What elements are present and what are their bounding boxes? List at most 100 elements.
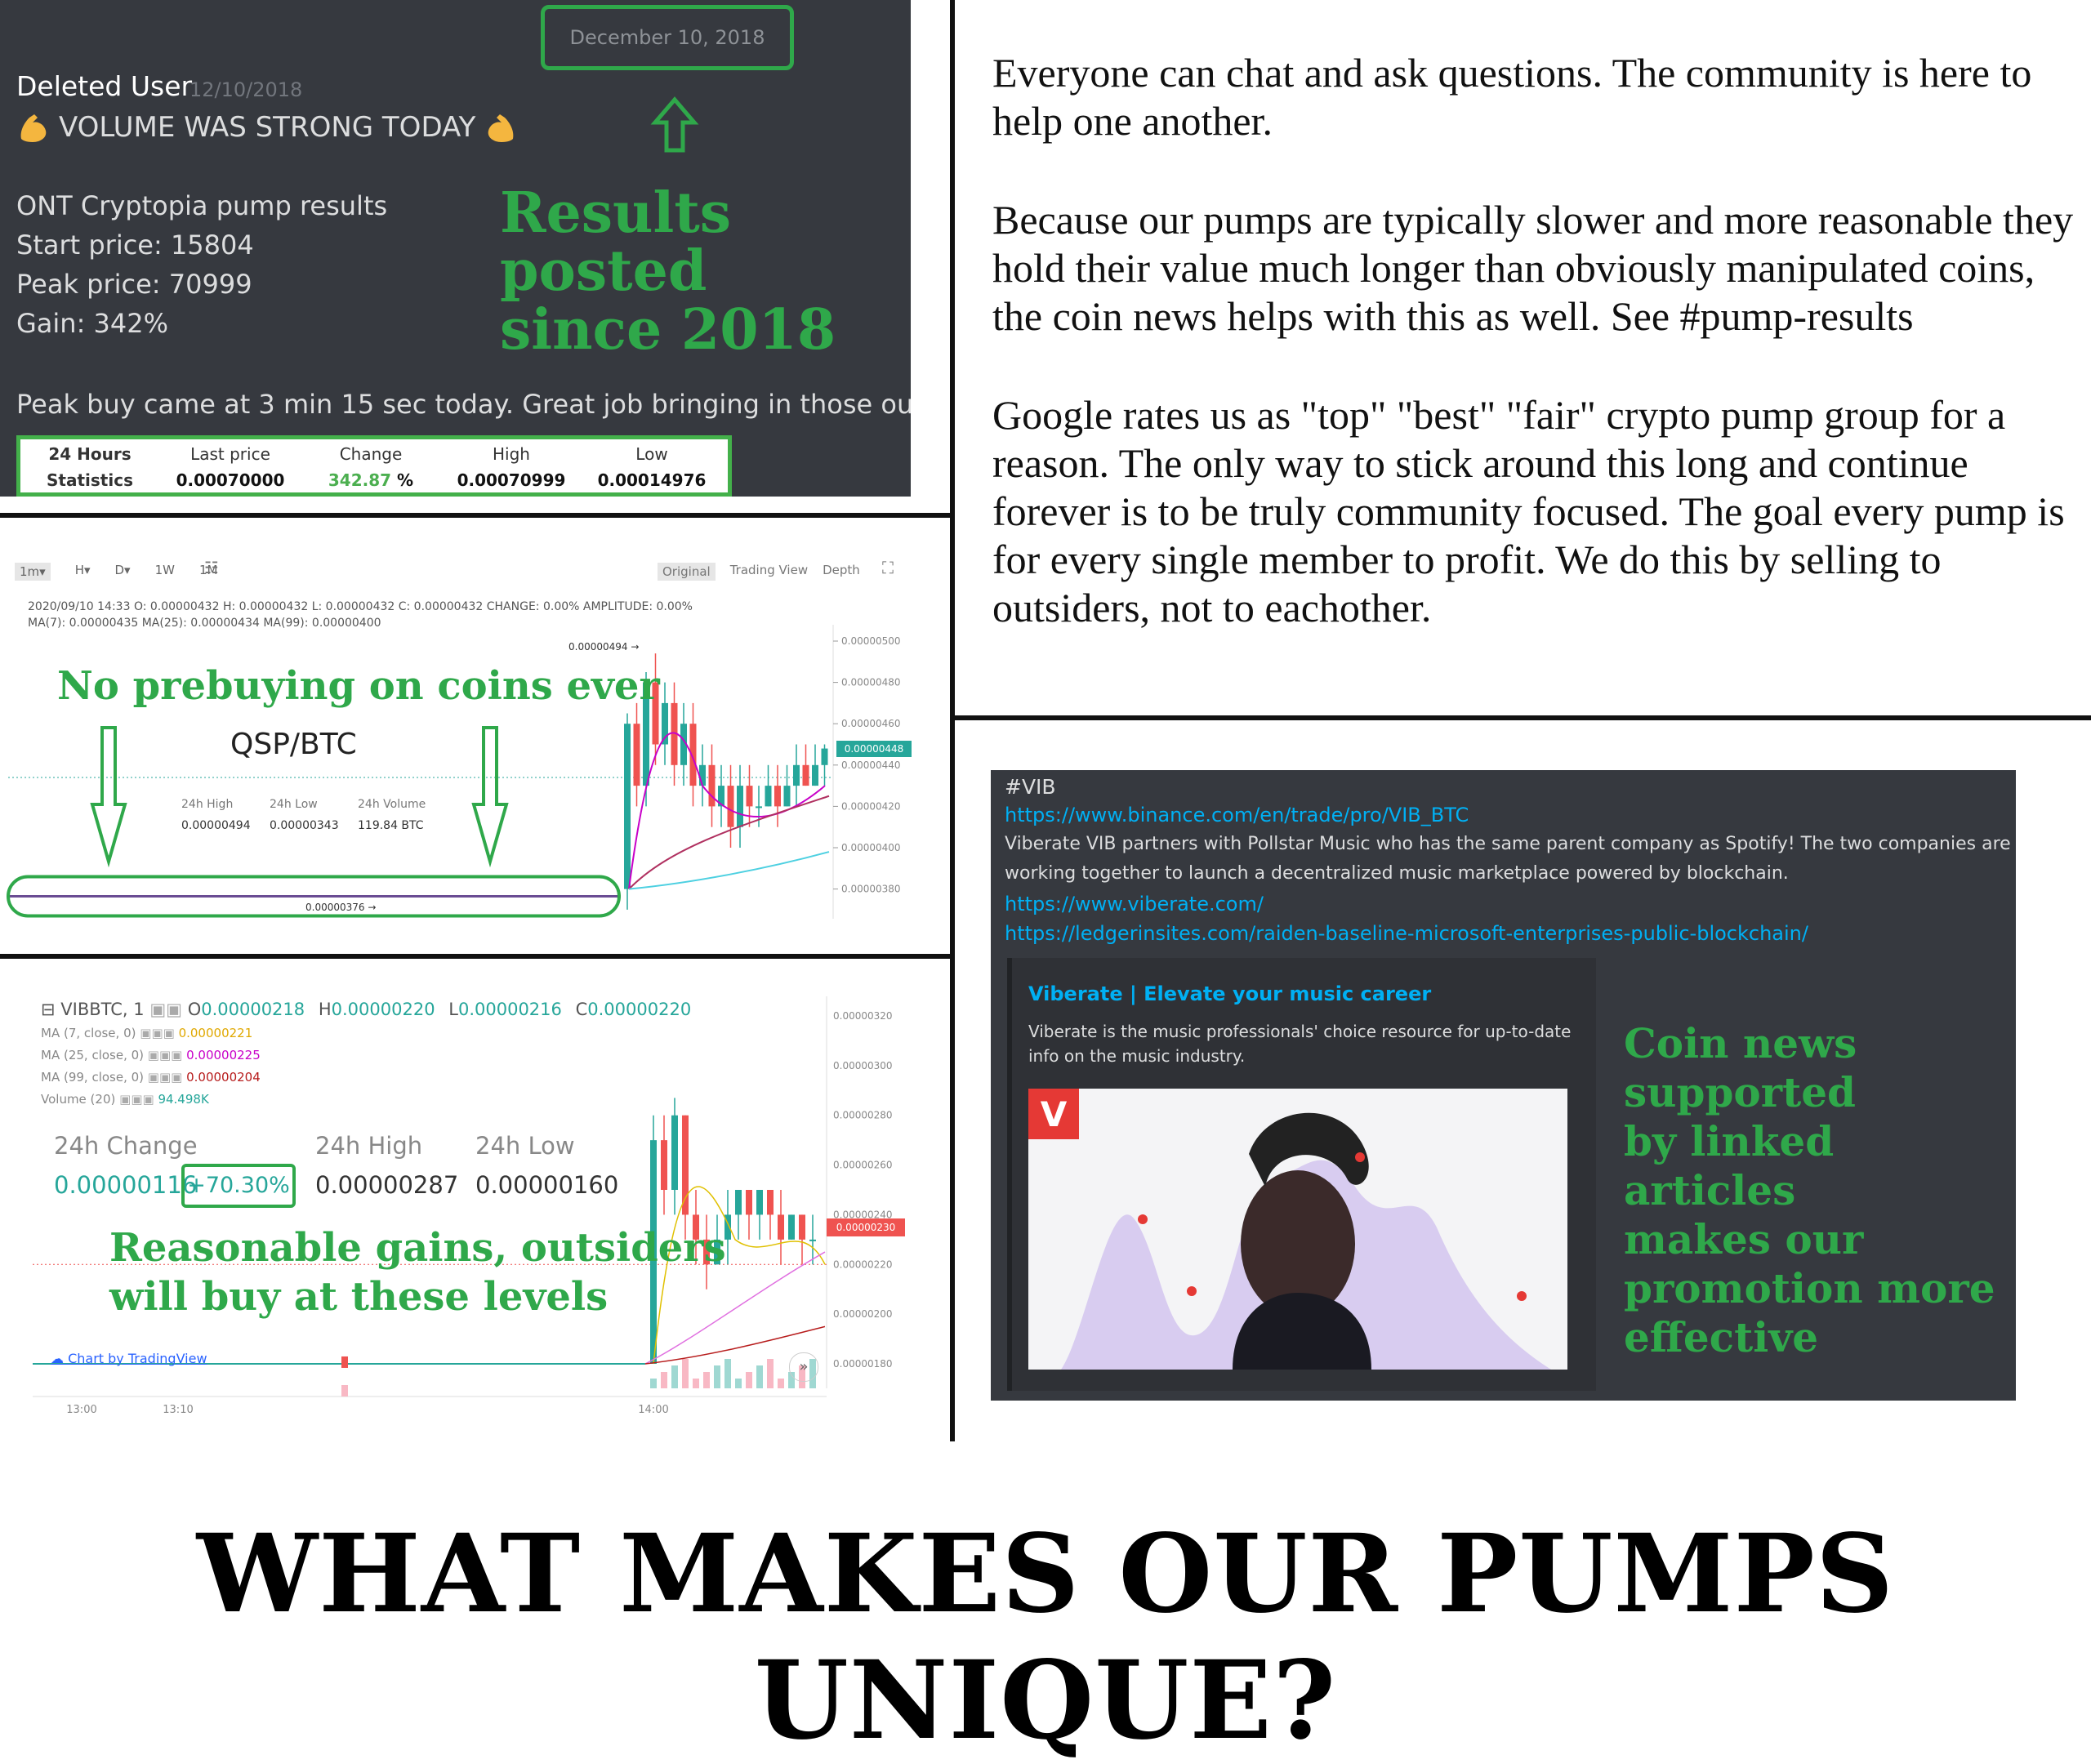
- candle-body: [802, 764, 809, 786]
- flexed-biceps-icon: [482, 109, 518, 145]
- tradingview-credit[interactable]: ☁ Chart by TradingView: [51, 1351, 207, 1366]
- candle-body: [765, 786, 772, 807]
- low-value: 0.00014976: [597, 470, 707, 490]
- news-body-line: working together to launch a decentraliz…: [1005, 863, 1789, 884]
- y-tick-label: 0.00000200: [833, 1308, 893, 1320]
- symbol-label: VIBBTC, 1: [60, 1000, 145, 1019]
- caption-prebuy: No prebuying on coins ever: [57, 663, 660, 709]
- candle-body: [624, 724, 631, 889]
- vib-symbol-row: ⊟ VIBBTC, 1 ▣▣ O0.00000218 H0.00000220 L…: [41, 1000, 691, 1019]
- y-tick-label: 0.00000460: [841, 718, 901, 729]
- volume-bar: [735, 1379, 742, 1388]
- candle-body: [671, 702, 678, 765]
- last-price-col: Last price 0.00070000: [161, 444, 300, 490]
- caption-line: makes our: [1624, 1215, 1864, 1263]
- prebuy-highlight-oval: [7, 875, 621, 918]
- caption-line: promotion more: [1624, 1264, 1995, 1312]
- candle-body: [778, 1214, 784, 1240]
- last-price-value: 0.00070000: [176, 470, 285, 490]
- divider: [950, 0, 955, 1441]
- ledgerinsites-link[interactable]: https://ledgerinsites.com/raiden-baselin…: [1005, 922, 1808, 945]
- y-tick-label: 0.00000280: [833, 1110, 893, 1121]
- volume-bar: [671, 1365, 678, 1388]
- fullscreen-icon[interactable]: ⛶: [882, 558, 894, 577]
- y-tick-label: 0.00000500: [841, 635, 901, 647]
- stats-label: Statistics: [47, 470, 133, 490]
- message-line: VOLUME WAS STRONG TODAY: [16, 109, 518, 145]
- high-value: 0.00000287: [315, 1171, 459, 1199]
- candle-body: [746, 786, 753, 807]
- timeframe-4[interactable]: 1M: [198, 563, 218, 577]
- candle-body: [680, 724, 687, 765]
- volume-bar: [756, 1365, 763, 1388]
- caption-line: effective: [1624, 1313, 1819, 1361]
- volume-bar: [746, 1372, 752, 1388]
- candle-body: [793, 764, 800, 786]
- low-marker: 0.00000376 →: [305, 902, 377, 913]
- candle-body: [746, 1190, 752, 1215]
- timeframe-0[interactable]: 1m▾: [15, 563, 51, 581]
- h24-volume-label: 24h Volume: [358, 798, 426, 811]
- view-tab-1[interactable]: Trading View: [729, 563, 809, 577]
- ma99-line: [628, 851, 830, 890]
- view-tab-2[interactable]: Depth: [823, 563, 860, 577]
- ma-readout: MA(7): 0.00000435 MA(25): 0.00000434 MA(…: [28, 617, 381, 630]
- candle-body: [783, 786, 791, 807]
- embed-title[interactable]: Viberate | Elevate your music career: [1028, 982, 1432, 1005]
- down-arrow-icon: [471, 726, 509, 868]
- l-value: 0.00000216: [457, 1000, 562, 1019]
- embed-image[interactable]: V: [1028, 1089, 1567, 1370]
- timeframe-1[interactable]: H▾: [74, 563, 91, 577]
- peak-note: Peak buy came at 3 min 15 sec today. Gre…: [16, 389, 911, 420]
- candle-body: [682, 1115, 689, 1215]
- high-label: High: [493, 444, 530, 464]
- timeframe-bar: 1m▾ H▾ D▾ 1W 1M: [15, 563, 217, 581]
- link-embed[interactable]: Viberate | Elevate your music career Vib…: [1007, 958, 1596, 1391]
- ma25-row: MA (25, close, 0) ▣▣▣ 0.00000225: [41, 1048, 261, 1062]
- volume-bar: [778, 1379, 784, 1388]
- candle-body: [652, 682, 659, 745]
- candle-body: [788, 1214, 795, 1240]
- candle-body: [650, 1140, 657, 1364]
- username[interactable]: Deleted User: [16, 70, 193, 102]
- pair-label: QSP/BTC: [230, 728, 357, 761]
- ma25-line: [644, 1251, 826, 1365]
- change-value: 0.00000116: [54, 1171, 198, 1199]
- paragraph: Because our pumps are typically slower a…: [992, 197, 2074, 339]
- y-tick-label: 0.00000260: [833, 1160, 893, 1171]
- settings-icon[interactable]: ▣▣: [149, 1000, 188, 1019]
- timeframe-2[interactable]: D▾: [114, 563, 131, 577]
- caption-line: since 2018: [500, 296, 836, 363]
- viberate-logo-letter: V: [1041, 1094, 1068, 1134]
- volume-row: Volume (20) ▣▣▣ 94.498K: [41, 1092, 209, 1107]
- candle-body: [727, 786, 734, 827]
- collapse-icon[interactable]: ⊟: [41, 1000, 61, 1019]
- results-title: ONT Cryptopia pump results: [16, 190, 388, 221]
- settings-icon[interactable]: ☷: [204, 558, 219, 577]
- scroll-right-button[interactable]: »: [789, 1352, 818, 1382]
- ohlc-readout: 2020/09/10 14:33 O: 0.00000432 H: 0.0000…: [28, 600, 693, 613]
- view-tab-0[interactable]: Original: [658, 563, 716, 581]
- start-price: Start price: 15804: [16, 229, 254, 261]
- vib-chart-panel: 0.00000320 0.00000300 0.00000280 0.00000260…: [0, 964, 947, 1437]
- candle-body: [737, 786, 743, 827]
- candle-body: [718, 786, 724, 807]
- h-label: H: [318, 1000, 332, 1019]
- o-value: 0.00000218: [201, 1000, 305, 1019]
- viberate-link[interactable]: https://www.viberate.com/: [1005, 893, 1264, 915]
- page-headline: WHAT MAKES OUR PUMPS UNIQUE?: [196, 1511, 1895, 1764]
- high-label: 24h High: [315, 1132, 423, 1160]
- high-value: 0.00070999: [457, 470, 566, 490]
- change-pct-box: +70.30%: [181, 1164, 296, 1208]
- timeframe-3[interactable]: 1W: [154, 563, 175, 577]
- coin-news-panel: #VIB https://www.binance.com/en/trade/pr…: [991, 770, 2016, 1401]
- ma99-row: MA (99, close, 0) ▣▣▣ 0.00000204: [41, 1070, 261, 1085]
- candle-body: [714, 1239, 720, 1265]
- description-text: Everyone can chat and ask questions. The…: [992, 49, 2079, 683]
- caption-line: by linked articles: [1624, 1117, 1835, 1214]
- x-tick-label: 14:00: [638, 1404, 668, 1416]
- binance-link[interactable]: https://www.binance.com/en/trade/pro/VIB…: [1005, 804, 1469, 826]
- view-tabs: Original Trading View Depth: [658, 563, 860, 581]
- y-tick-label: 0.00000420: [841, 800, 901, 812]
- tradingview-cloud-icon: ☁: [51, 1351, 64, 1366]
